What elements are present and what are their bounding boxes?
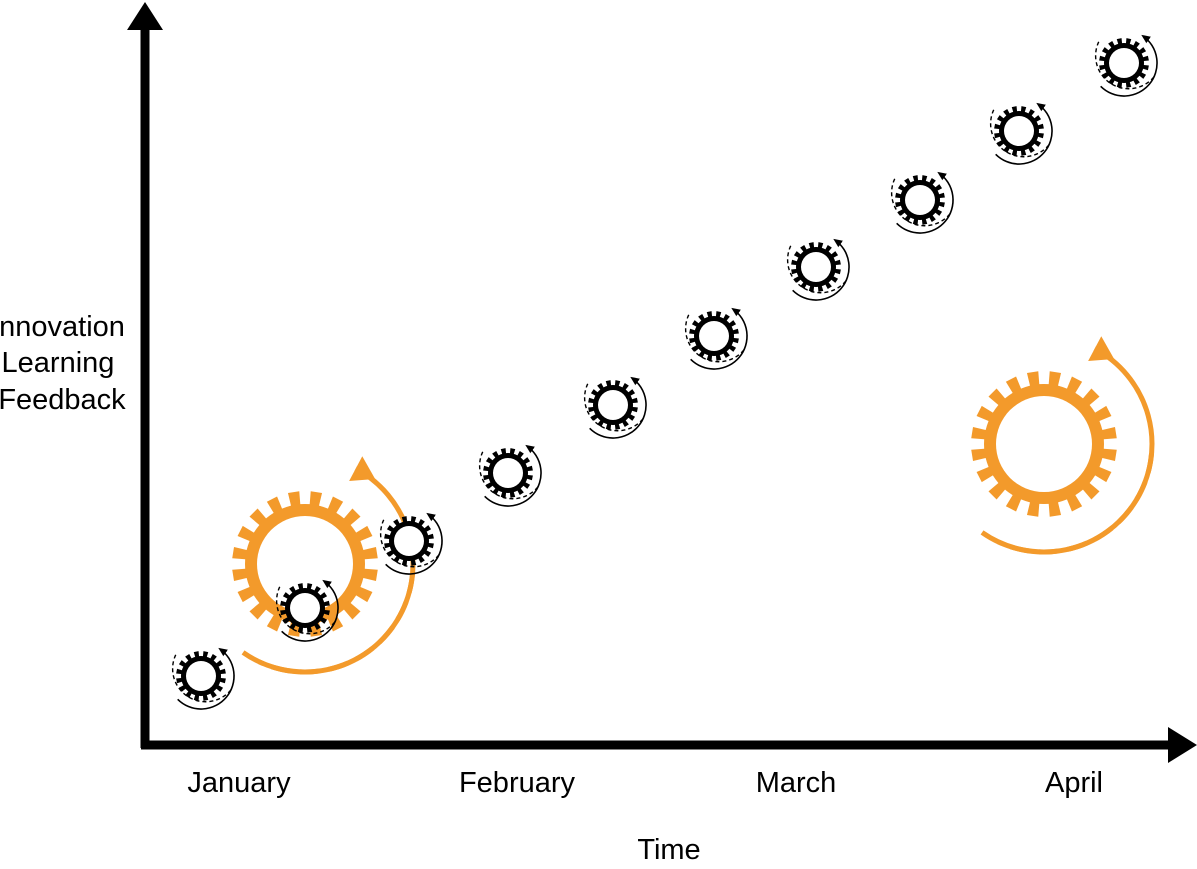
small-cycle: [379, 512, 443, 575]
y-axis-label-line: Learning: [2, 347, 115, 379]
cycle-arrow: [1100, 34, 1158, 97]
gear-hole: [699, 321, 729, 351]
small-cycle: [1094, 34, 1158, 97]
gear-hole: [290, 593, 320, 623]
cycle-arrow: [385, 512, 443, 575]
cycle-arrow: [792, 238, 850, 301]
cycle-arrow: [995, 102, 1053, 165]
arrowhead-icon: [349, 456, 376, 482]
gear-hole: [801, 252, 831, 282]
gear-hole: [493, 458, 523, 488]
x-tick-label-april: April: [1045, 767, 1103, 799]
gear-hole: [186, 661, 216, 691]
large-cycle: [971, 336, 1155, 555]
gear-hole: [394, 526, 424, 556]
cycle-arrow: [281, 579, 339, 642]
cycle-arrow: [177, 647, 235, 710]
y-axis-label-line: Feedback: [0, 384, 126, 416]
x-tick-label-january: January: [187, 767, 291, 799]
cycle-arrow: [690, 307, 748, 370]
x-tick-label-march: March: [756, 767, 837, 799]
x-tick-label-february: February: [459, 767, 576, 799]
y-axis-label: Innovation Learning Feedback: [0, 311, 133, 416]
cycle-arrow: [896, 171, 954, 234]
cycle-return-dashed: [997, 453, 1155, 555]
cycle-arrow: [241, 466, 416, 675]
small-cycle: [989, 102, 1053, 165]
small-cycle: [478, 444, 542, 507]
small-cycle: [890, 171, 954, 234]
gear-hole: [1109, 48, 1139, 78]
cycle-arrow: [980, 346, 1155, 555]
gear-hole: [905, 185, 935, 215]
x-axis-arrowhead: [1168, 727, 1197, 763]
feedback-cycles: [171, 34, 1158, 710]
small-cycle: [275, 579, 339, 642]
large-cycle: [232, 456, 416, 675]
cycle-arrow: [484, 444, 542, 507]
gear-hole: [598, 390, 628, 420]
small-cycle: [786, 238, 850, 301]
gear-hole: [1004, 116, 1034, 146]
gear-hole: [996, 396, 1092, 492]
small-cycle: [684, 307, 748, 370]
y-axis-arrowhead: [127, 2, 163, 30]
axes: [127, 2, 1197, 763]
cycle-return-dashed: [258, 573, 416, 675]
small-cycle: [583, 376, 647, 439]
cycle-arrow: [589, 376, 647, 439]
small-cycle: [171, 647, 235, 710]
arrowhead-icon: [1088, 336, 1115, 362]
y-axis-label-line: Innovation: [0, 311, 125, 343]
x-axis-label: Time: [637, 834, 700, 866]
